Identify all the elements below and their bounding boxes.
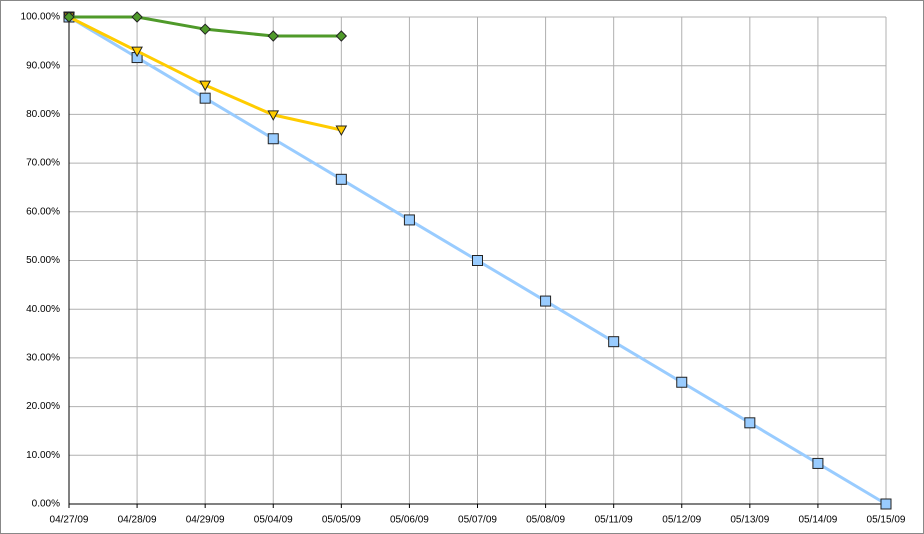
data-point [676,376,688,388]
data-point [608,336,620,348]
data-point [199,23,211,35]
x-tick-label: 05/08/09 [526,515,565,526]
data-point [880,498,892,510]
y-tick-label: 30.00% [26,353,60,364]
data-point [335,125,348,137]
x-tick-label: 05/11/09 [595,515,634,526]
data-point [199,92,211,104]
x-tick-label: 04/27/09 [50,515,89,526]
data-point [63,11,75,23]
x-tick-label: 05/13/09 [730,515,769,526]
x-tick-label: 04/28/09 [118,515,157,526]
data-point [267,133,279,145]
y-tick-label: 0.00% [32,499,60,510]
y-tick-label: 60.00% [26,206,60,217]
x-tick-label: 05/07/09 [458,515,497,526]
x-tick-label: 05/14/09 [798,515,837,526]
data-point [131,11,143,23]
x-tick-label: 04/29/09 [186,515,225,526]
data-point [472,255,483,266]
x-tick-label: 05/06/09 [390,515,429,526]
y-tick-label: 100.00% [21,12,61,23]
data-point [812,457,824,469]
data-point [267,30,279,42]
data-point [744,417,756,429]
x-tick-label: 05/04/09 [254,515,293,526]
data-point [131,46,143,58]
y-tick-label: 10.00% [26,450,60,461]
y-tick-label: 20.00% [26,401,60,412]
data-point [267,110,280,121]
y-tick-label: 40.00% [26,304,60,315]
y-tick-label: 80.00% [26,109,60,120]
x-tick-label: 05/05/09 [322,515,361,526]
data-point [335,30,348,42]
data-point [335,173,347,185]
data-point [199,80,212,92]
y-tick-label: 70.00% [26,158,60,169]
data-point [403,214,415,226]
x-tick-label: 05/12/09 [662,515,701,526]
data-point [540,295,552,307]
y-tick-label: 90.00% [26,60,60,71]
x-tick-label: 05/15/09 [867,515,906,526]
y-tick-label: 50.00% [26,255,60,266]
